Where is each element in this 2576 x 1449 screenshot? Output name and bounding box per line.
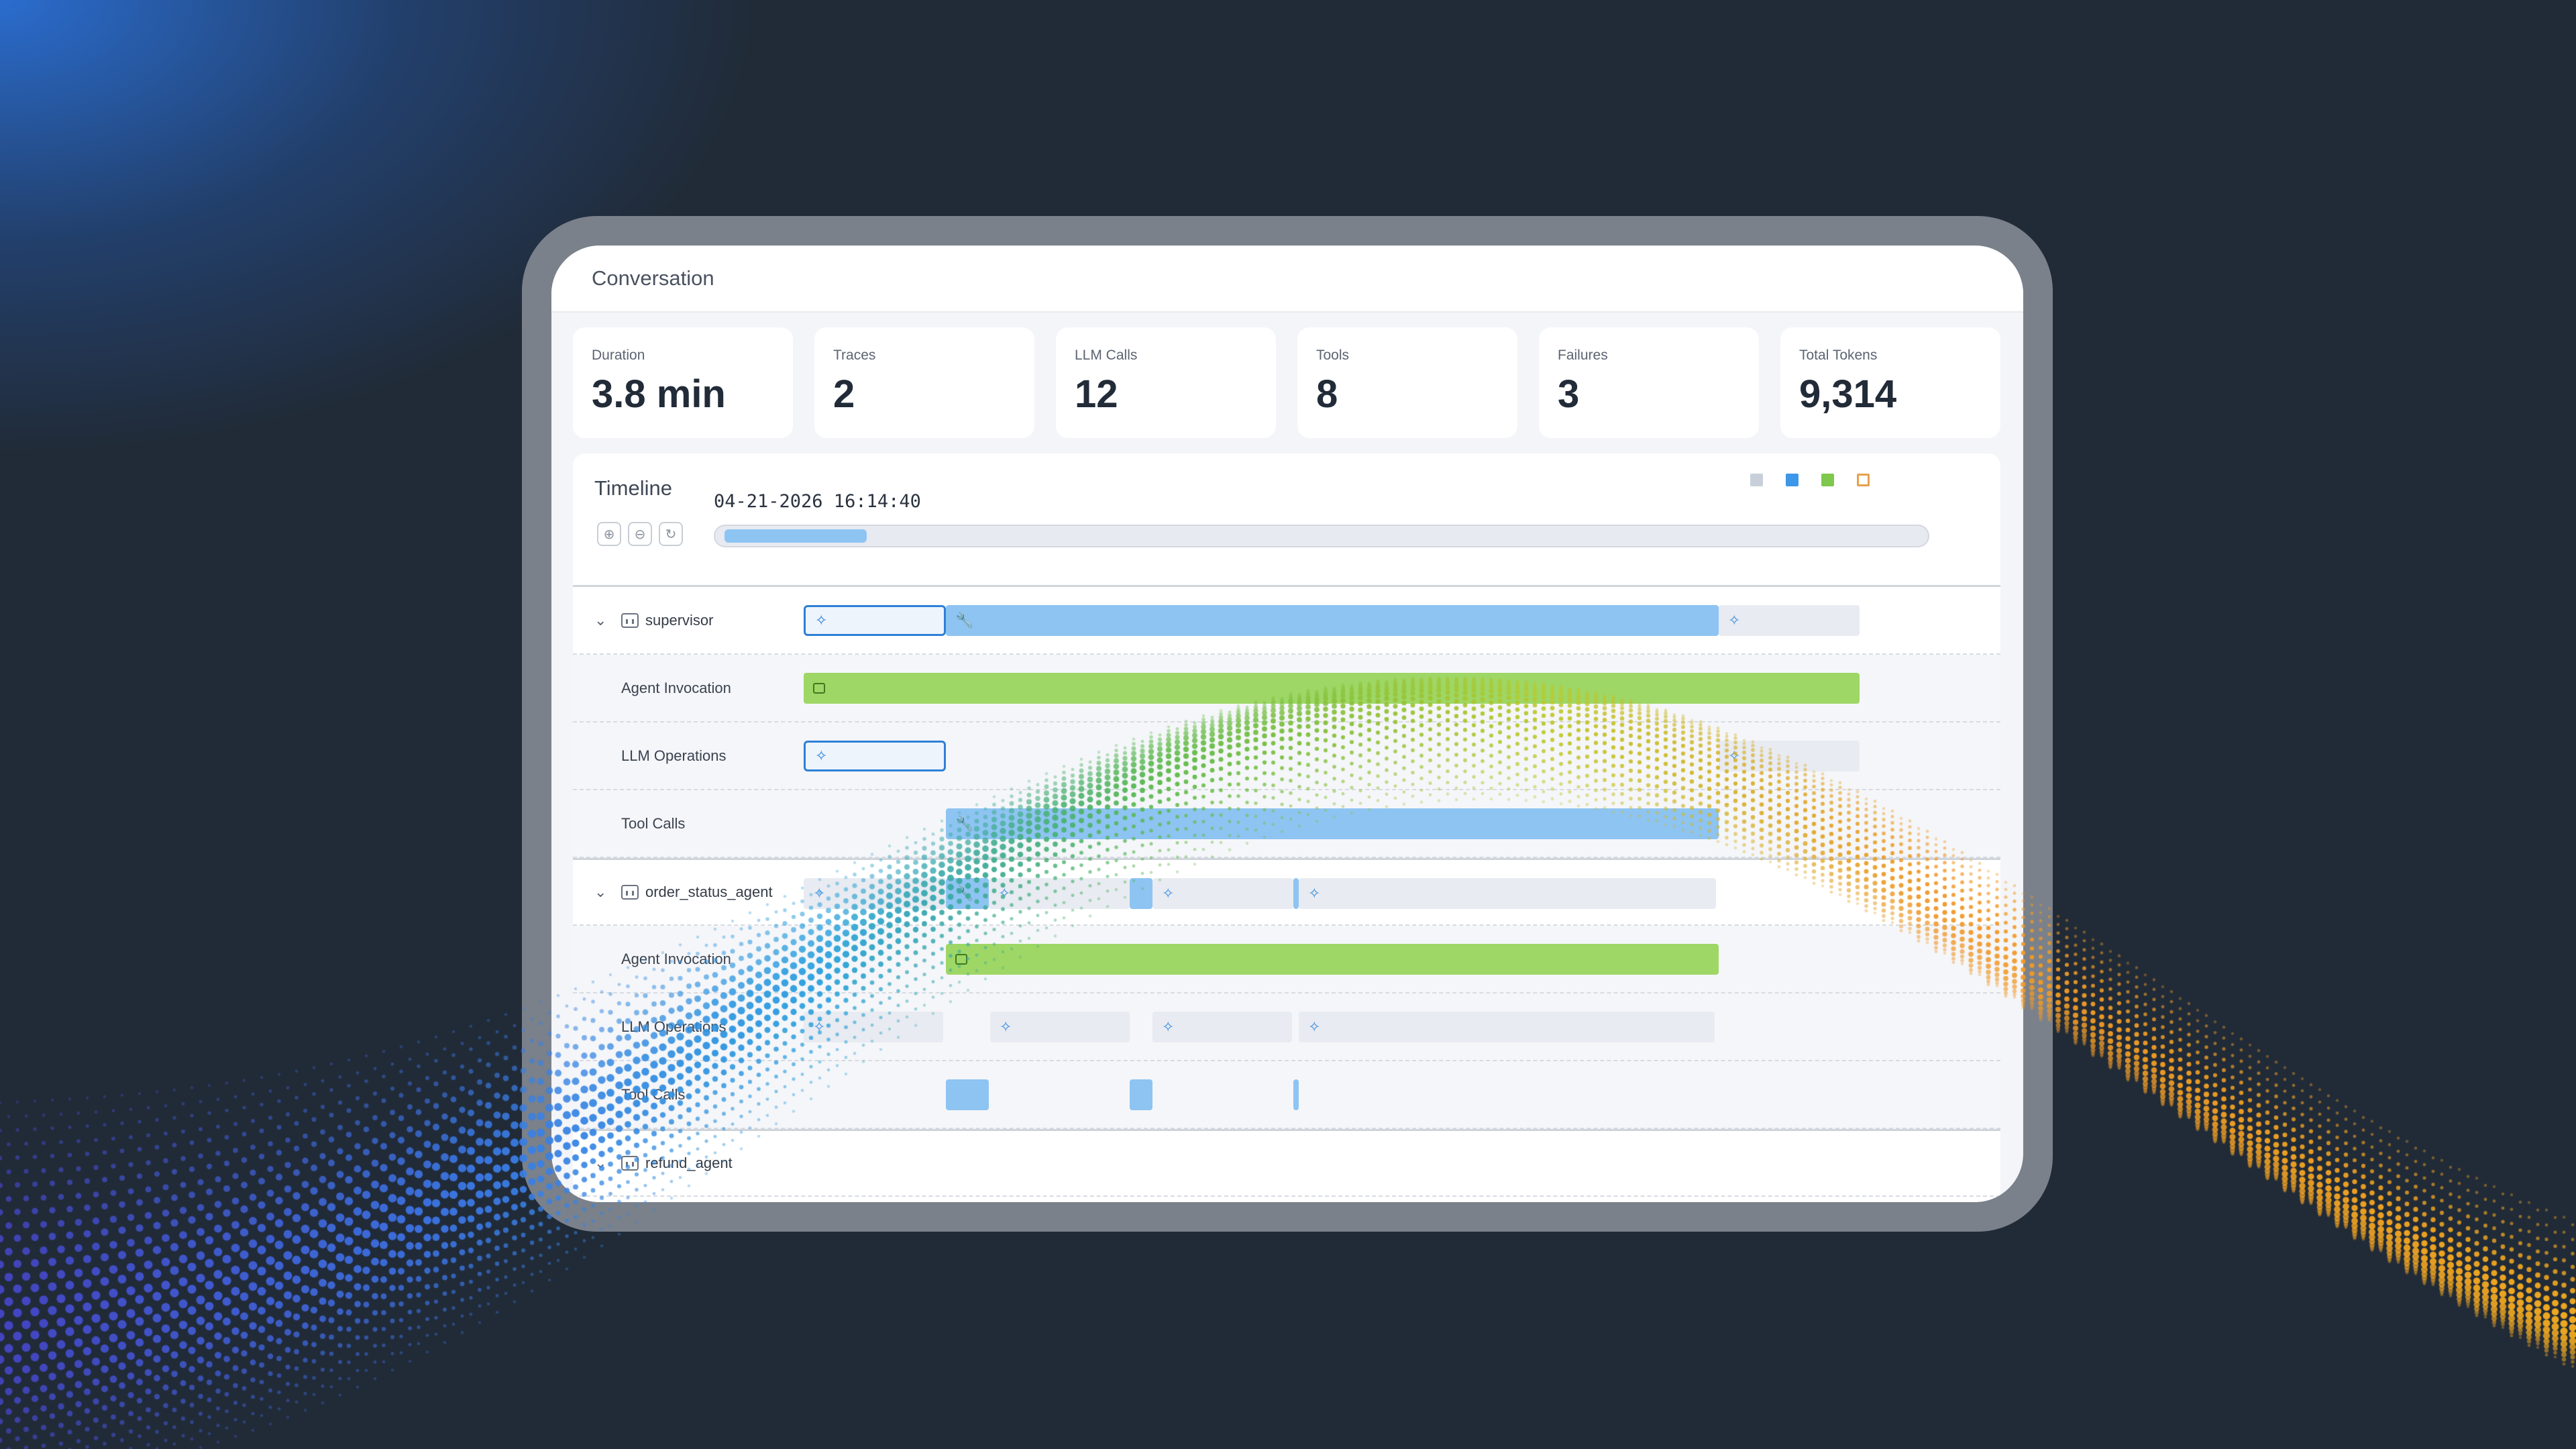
subrow-label: Tool Calls [621, 814, 686, 832]
llm-span-bar[interactable]: ✧ [990, 1012, 1130, 1042]
stat-value: 8 [1316, 372, 1338, 416]
group-row-order-status-agent[interactable]: ⌄ order_status_agent ✧ 🔧 ✧ ✧ ✧ [573, 858, 2000, 926]
legend-swatch [1786, 474, 1799, 486]
stat-llm-calls: LLM Calls 12 [1056, 327, 1276, 438]
timeline-scrubber[interactable] [714, 525, 1929, 547]
app-screen: Conversation Duration 3.8 min Traces 2 L… [551, 246, 2023, 1202]
tool-span-bar[interactable] [1130, 1079, 1152, 1110]
chevron-down-icon[interactable]: ⌄ [594, 883, 607, 900]
legend-swatch [1821, 474, 1834, 486]
tool-span-bar[interactable]: 🔧 [946, 878, 989, 909]
timeline-title: Timeline [594, 476, 672, 500]
stat-label: Total Tokens [1799, 347, 1878, 363]
llm-span-bar[interactable]: ✧ [1719, 605, 1860, 636]
chevron-down-icon[interactable]: ⌄ [594, 1155, 607, 1171]
tablet-frame: Conversation Duration 3.8 min Traces 2 L… [522, 216, 2053, 1232]
subrow-llm-operations: LLM Operations ✧ ✧ ✧ ✧ [573, 994, 2000, 1061]
stat-tools: Tools 8 [1297, 327, 1517, 438]
subrow-tool-calls: Tool Calls 🔧 [573, 790, 2000, 858]
scrubber-thumb[interactable] [724, 529, 867, 543]
llm-span-bar[interactable]: ✧ [1719, 741, 1860, 771]
group-row-supervisor[interactable]: ⌄ supervisor ✧ 🔧 ✧ [573, 587, 2000, 655]
agent-span-bar[interactable] [804, 673, 1860, 704]
llm-span-bar[interactable]: ✧ [1152, 878, 1293, 909]
reset-icon[interactable]: ↻ [659, 522, 683, 546]
group-name: refund_agent [645, 1155, 733, 1171]
legend-swatch [1857, 474, 1870, 486]
llm-span-bar[interactable]: ✧ [989, 878, 1130, 909]
zoom-out-icon[interactable]: ⊖ [628, 522, 652, 546]
group-label: supervisor [621, 587, 713, 653]
tool-span-bar[interactable]: 🔧 [946, 605, 1719, 636]
agent-icon [955, 954, 967, 965]
stat-value: 9,314 [1799, 372, 1897, 416]
stat-value: 12 [1075, 372, 1118, 416]
stat-label: LLM Calls [1075, 347, 1138, 363]
zoom-controls: ⊕ ⊖ ↻ [597, 522, 683, 546]
llm-span-bar[interactable]: ✧ [1299, 878, 1716, 909]
group-label: order_status_agent [621, 860, 773, 924]
llm-span-bar[interactable]: ✧ [1152, 1012, 1292, 1042]
subrow-llm-operations: LLM Operations ✧ ✧ [573, 722, 2000, 790]
group-row-refund-agent[interactable]: ⌄ refund_agent [573, 1129, 2000, 1197]
llm-span-bar[interactable]: ✧ [804, 1012, 943, 1042]
llm-span-bar[interactable]: ✧ [1299, 1012, 1715, 1042]
agent-icon [621, 612, 639, 628]
timeline-timestamp: 04-21-2026 16:14:40 [714, 491, 921, 512]
subrow-label: LLM Operations [621, 747, 727, 764]
tool-span-bar[interactable]: 🔧 [946, 808, 1719, 839]
chevron-down-icon[interactable]: ⌄ [594, 611, 607, 629]
tool-span-bar[interactable] [946, 1079, 989, 1110]
conversation-title: Conversation [592, 266, 714, 290]
stat-total-tokens: Total Tokens 9,314 [1780, 327, 2000, 438]
subrow-label: Agent Invocation [621, 679, 731, 696]
subrow-agent-invocation: Agent Invocation [573, 926, 2000, 994]
group-name: order_status_agent [645, 883, 773, 900]
stat-label: Tools [1316, 347, 1350, 363]
stat-label: Failures [1558, 347, 1608, 363]
conversation-header: Conversation [551, 246, 2023, 313]
llm-span-bar[interactable]: ✧ [804, 741, 946, 771]
stat-traces: Traces 2 [814, 327, 1034, 438]
agent-span-bar[interactable] [946, 944, 1719, 975]
llm-span-bar[interactable]: ✧ [804, 605, 946, 636]
legend [1750, 474, 1870, 486]
agent-icon [621, 1156, 639, 1171]
subrow-agent-invocation: Agent Invocation [573, 655, 2000, 722]
zoom-in-icon[interactable]: ⊕ [597, 522, 621, 546]
llm-span-bar[interactable]: ✧ [804, 878, 946, 909]
timeline-panel: Timeline 04-21-2026 16:14:40 ⊕ ⊖ ↻ ⌄ [573, 453, 2000, 1202]
tool-span-bar[interactable] [1293, 878, 1299, 909]
timeline-rows: ⌄ supervisor ✧ 🔧 ✧ Agent Invocation LLM … [573, 585, 2000, 1197]
tool-span-bar[interactable] [1130, 878, 1152, 909]
stat-value: 2 [833, 372, 855, 416]
stat-label: Duration [592, 347, 645, 363]
group-name: supervisor [645, 611, 714, 629]
subrow-label: Agent Invocation [621, 950, 731, 967]
agent-icon [621, 885, 639, 900]
stat-failures: Failures 3 [1539, 327, 1759, 438]
group-label: refund_agent [621, 1131, 733, 1195]
subrow-tool-calls: Tool Calls [573, 1061, 2000, 1129]
stat-value: 3 [1558, 372, 1580, 416]
agent-icon [813, 683, 825, 694]
subrow-label: LLM Operations [621, 1018, 727, 1035]
tool-span-bar[interactable] [1293, 1079, 1299, 1110]
legend-swatch [1750, 474, 1763, 486]
stat-value: 3.8 min [592, 372, 726, 416]
subrow-label: Tool Calls [621, 1085, 686, 1103]
stat-label: Traces [833, 347, 876, 363]
stats-row: Duration 3.8 min Traces 2 LLM Calls 12 T… [573, 327, 2000, 438]
stat-duration: Duration 3.8 min [573, 327, 793, 438]
